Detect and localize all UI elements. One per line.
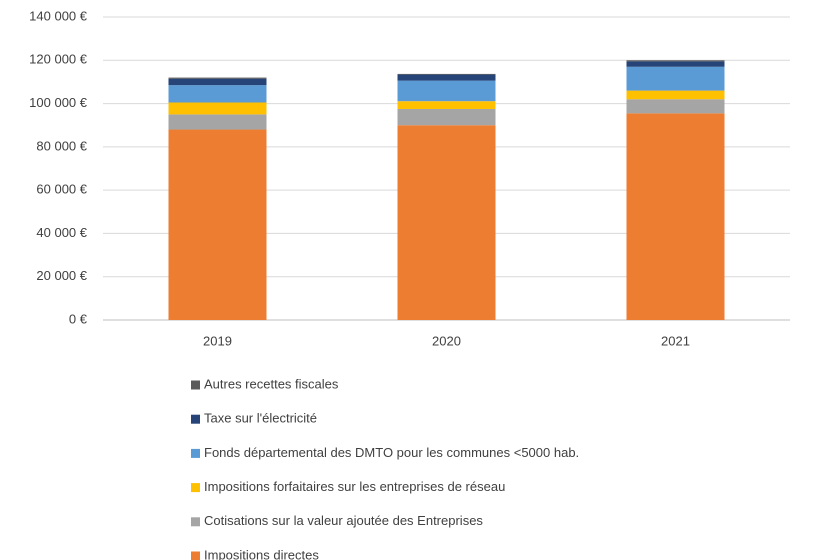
bar-segment [397,73,496,75]
legend-swatch [191,483,200,493]
bar-segment [168,114,267,130]
bar-segment [168,77,267,79]
bar-segment [397,108,496,126]
bar-segment [168,129,267,320]
bar-segment [626,90,725,100]
legend-label: Taxe sur l'électricité [204,411,317,426]
legend-swatch [191,448,200,458]
y-tick-label: 100 000 € [29,95,88,110]
x-tick-label: 2020 [432,333,461,348]
bar-segment [397,80,496,102]
bar-segment [626,60,725,62]
legend-swatch [191,380,200,390]
bar-segment [168,85,267,103]
legend-swatch [191,551,200,560]
y-tick-label: 20 000 € [36,268,87,283]
legend-swatch [191,414,200,424]
bar-segment [168,78,267,86]
bar-segment [397,74,496,81]
bar-segment [626,99,725,114]
bar-segment [626,66,725,91]
legend-label: Autres recettes fiscales [204,376,339,391]
y-tick-label: 60 000 € [36,182,87,197]
y-tick-label: 0 € [69,311,88,326]
bar-segment [397,101,496,109]
legend-label: Cotisations sur la valeur ajoutée des En… [204,513,483,528]
x-tick-label: 2021 [661,333,690,348]
x-tick-label: 2019 [203,333,232,348]
y-tick-label: 140 000 € [29,8,88,23]
legend-label: Fonds départemental des DMTO pour les co… [204,445,579,460]
bar-segment [626,113,725,320]
y-tick-label: 120 000 € [29,52,88,67]
legend-swatch [191,517,200,527]
legend-label: Impositions directes [204,547,319,560]
y-tick-label: 40 000 € [36,225,87,240]
bar-segment [168,102,267,115]
legend-label: Impositions forfaitaires sur les entrepr… [204,479,505,494]
bar-segment [626,61,725,67]
y-tick-label: 80 000 € [36,138,87,153]
bar-segment [397,125,496,320]
